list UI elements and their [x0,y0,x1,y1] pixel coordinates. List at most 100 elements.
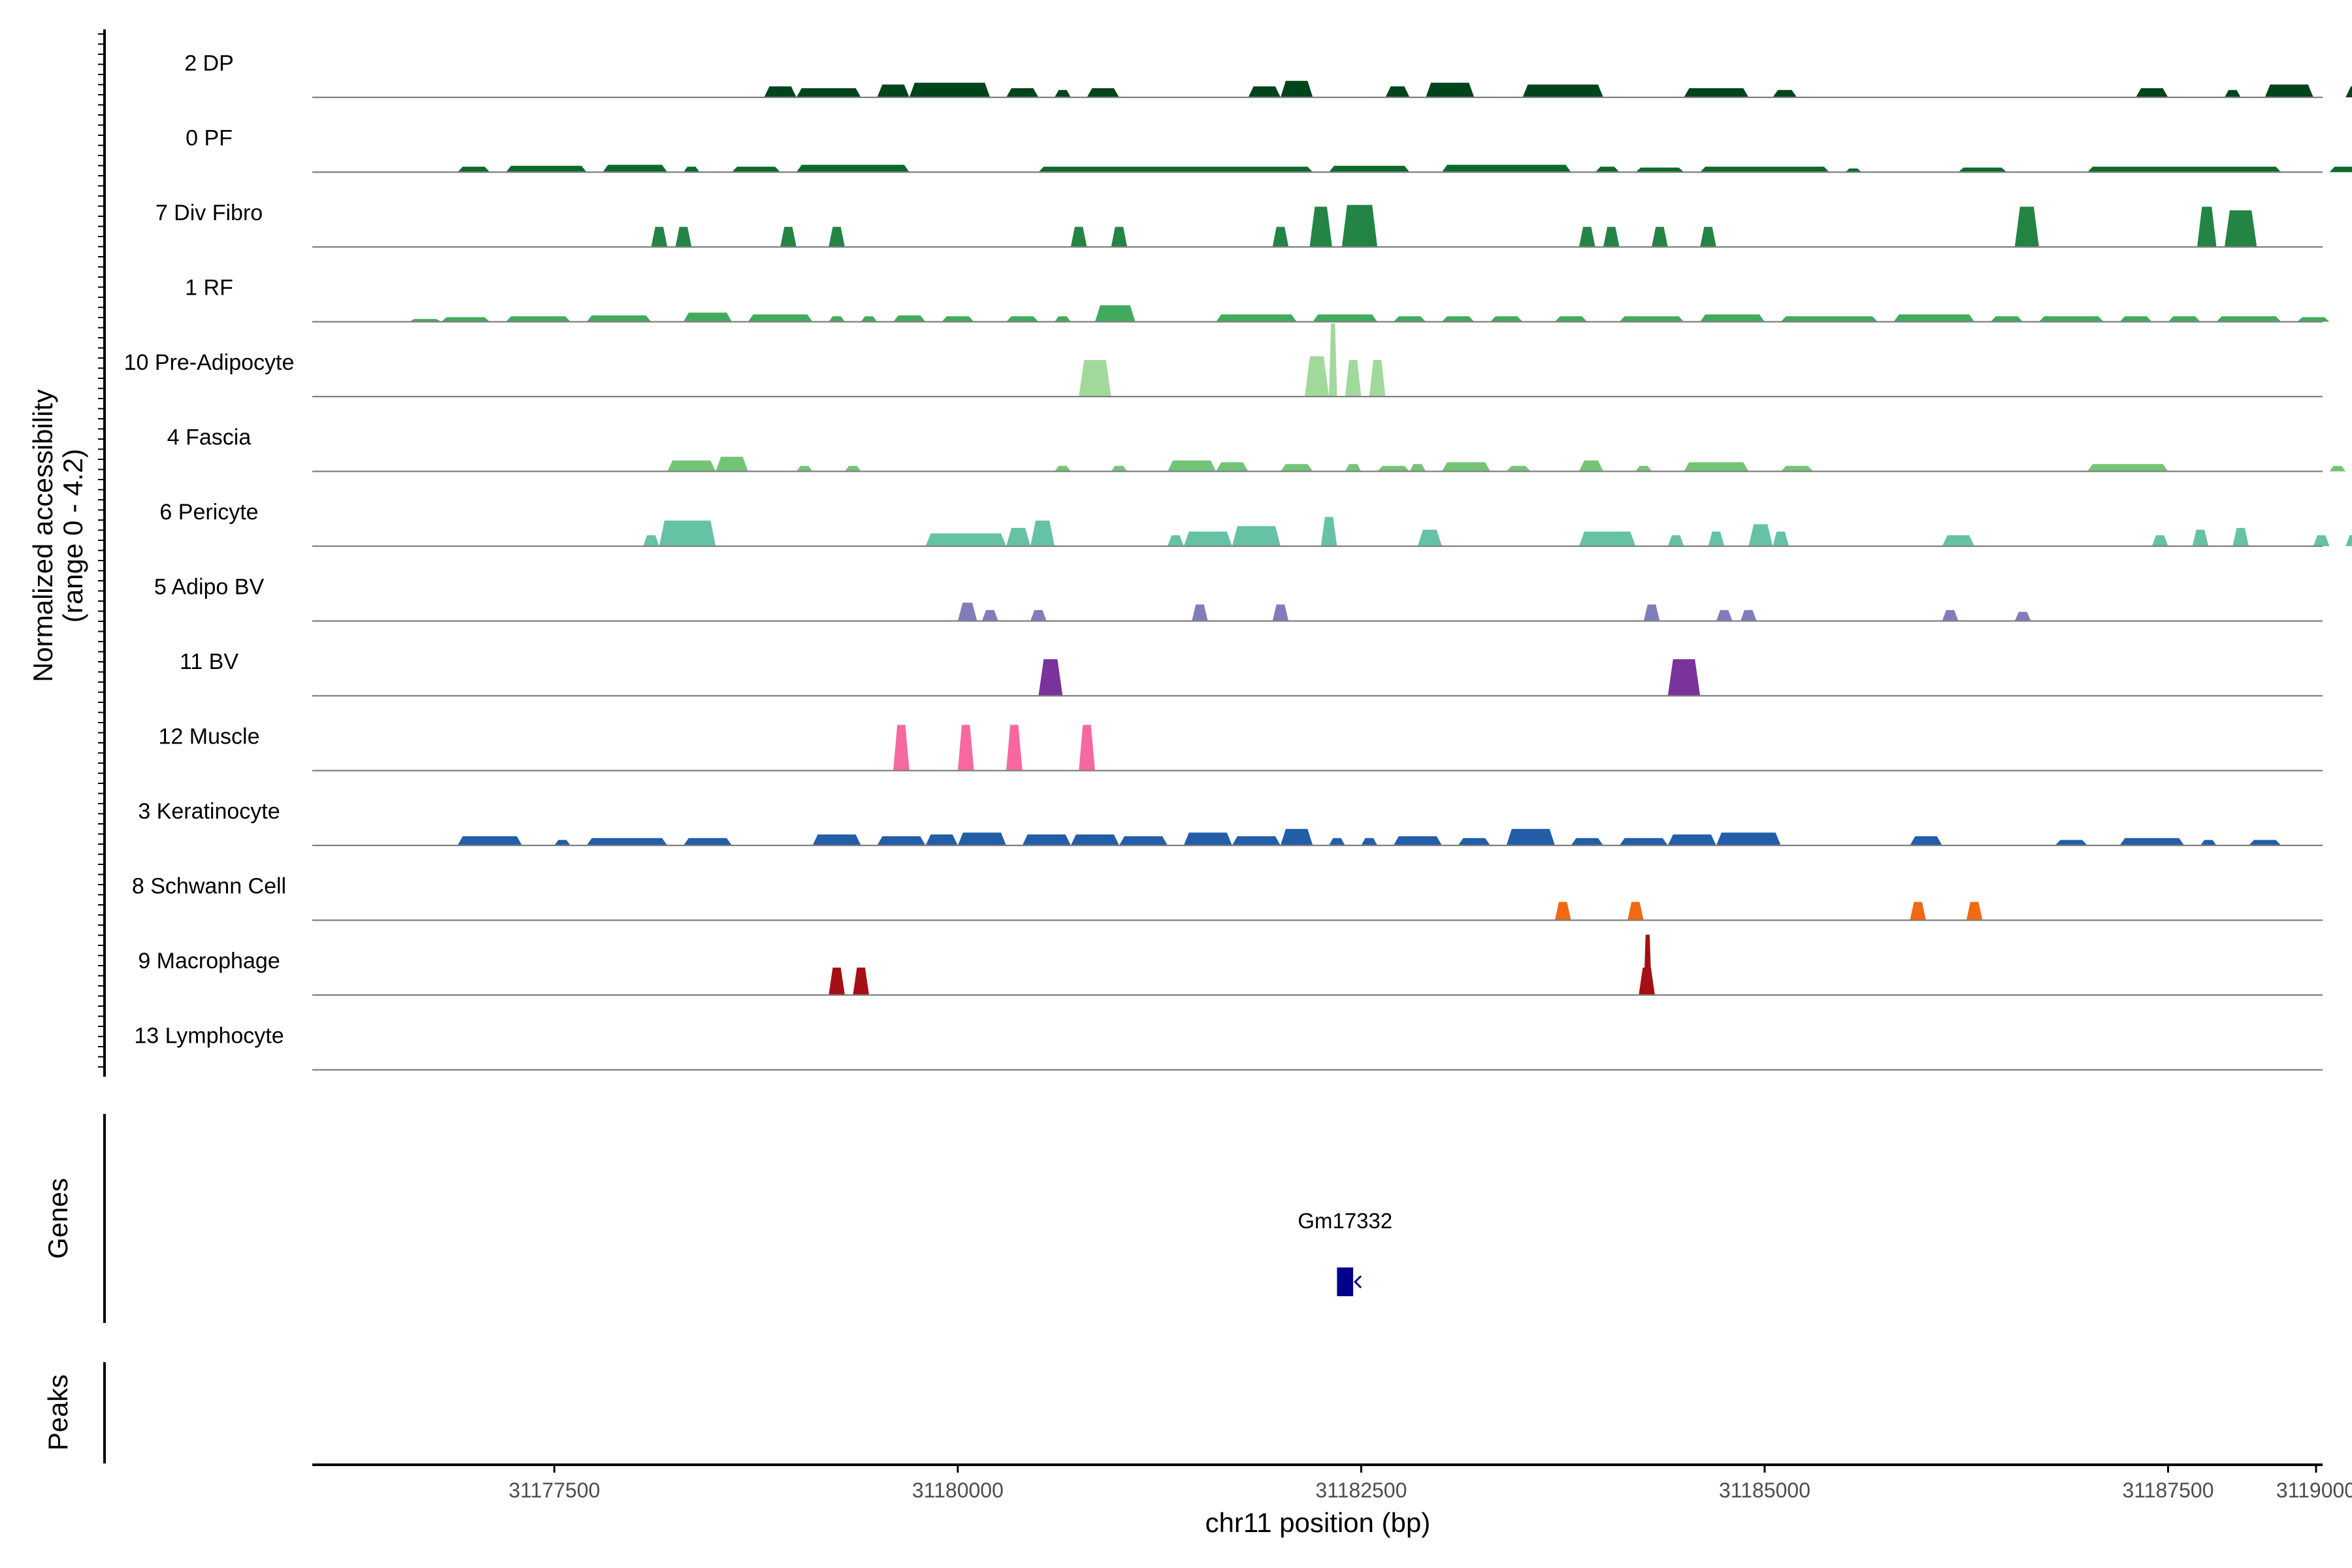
track-label: 3 Keratinocyte [138,799,280,824]
coverage-region [925,834,958,845]
coverage-region [909,82,990,97]
coverage-region [1272,604,1289,621]
coverage-region [1320,517,1337,546]
strand-arrow-icon [1354,1275,1362,1289]
coverage-region [796,466,813,472]
coverage-region [1619,316,1684,322]
track-label: 6 Pericyte [159,500,258,525]
coverage-region [2216,316,2281,322]
coverage-region [1192,604,1208,621]
coverage-region [1748,524,1773,546]
coverage-region [1442,165,1571,172]
track-group: 1 RF [185,276,2330,323]
coverage-region [1369,360,1386,397]
coverage-region [958,832,1007,845]
coverage-region [2119,316,2152,322]
coverage-region [2297,317,2330,322]
coverage-region [1232,526,1281,546]
track-group: 8 Schwann Cell [132,874,2323,921]
coverage-region [1442,462,1491,472]
tracks-layer: 2 DP 0 PF 7 Div Fibro 1 RF 10 Pre-Adipocyte 4… [124,51,2352,1071]
track-label: 11 BV [180,649,238,674]
coverage-region [1635,466,1652,472]
track-label: 8 Schwann Cell [132,874,286,899]
coverage-region [1119,836,1168,845]
x-tick-label: 31180000 [912,1478,1004,1502]
coverage-region [1942,535,1975,546]
x-tick-label: 31177500 [509,1478,600,1502]
coverage-region [1393,836,1442,845]
coverage-region [2014,206,2039,247]
coverage-region [1038,167,1313,172]
coverage-region [1341,204,1378,247]
coverage-region [877,84,909,97]
coverage-region [1216,314,1297,322]
y-axis-ticks [98,33,105,1068]
coverage-region [1910,836,1942,845]
coverage-region [1345,360,1362,397]
coverage-region [1054,466,1071,472]
track-group: 4 Fascia [167,425,2346,472]
coverage-region [1409,464,1426,472]
coverage-region [457,836,523,845]
coverage-region [1667,659,1701,696]
coverage-region [828,316,845,322]
track-group: 5 Adipo BV [154,575,2323,622]
coverage-region [732,167,781,172]
coverage-region [1700,314,1765,322]
coverage-region [1571,838,1603,845]
coverage-region [1022,834,1071,845]
coverage-region [1684,88,1749,97]
coverage-region [893,725,909,771]
coverage-region [651,227,668,247]
track-group: 6 Pericyte [159,500,2352,547]
coverage-region [1054,316,1071,322]
coverage-region [925,533,1007,546]
coverage-region [1652,227,1668,247]
coverage-region [828,968,845,995]
coverage-region [2264,84,2313,97]
coverage-region [659,520,716,546]
coverage-region [2136,88,2168,97]
coverage-region [1942,610,1959,621]
coverage-region [683,312,732,322]
track-group: 12 Muscle [159,725,2323,772]
track-group: 3 Keratinocyte [138,799,2323,847]
x-tick-label: 31185000 [1719,1478,1810,1502]
coverage-region [1417,529,1442,546]
coverage-region [1958,167,2007,172]
coverage-region [1030,520,1055,546]
coverage-region [441,317,490,322]
coverage-region [1006,88,1039,97]
coverage-region [715,457,748,472]
coverage-region [1054,90,1071,97]
coverage-region [2249,840,2281,845]
coverage-region [1893,314,1975,322]
y-axis-title-line2: (range 0 - 4.2) [57,449,88,623]
coverage-region [1667,535,1684,546]
track-label: 10 Pre-Adipocyte [124,350,295,375]
coverage-region [1578,531,1636,546]
coverage-region [506,165,587,172]
coverage-region [1329,838,1345,845]
coverage-region [845,466,861,472]
y-axis-title-line1: Normalized accessibility [27,389,58,682]
track-group: 10 Pre-Adipocyte [124,323,2323,398]
coverage-region [1578,227,1595,247]
coverage-region [1490,316,1523,322]
coverage-region [1281,464,1313,472]
gene-label: Gm17332 [1298,1209,1392,1233]
x-tick-label: 31182500 [1316,1478,1407,1502]
coverage-region [1635,167,1684,172]
coverage-region [1329,165,1410,172]
coverage-region [958,602,977,621]
coverage-region [853,968,870,995]
coverage-region [457,167,490,172]
coverage-region [586,315,651,322]
track-label: 4 Fascia [167,425,252,450]
coverage-region [1006,316,1039,322]
coverage-region [1079,725,1095,771]
track-label: 2 DP [184,51,234,76]
coverage-region [1232,836,1281,845]
coverage-region [1506,466,1531,472]
